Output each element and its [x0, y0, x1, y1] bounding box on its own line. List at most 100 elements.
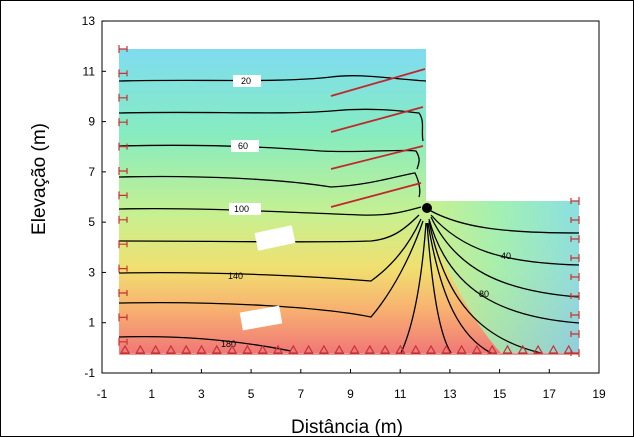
boundary-flag — [118, 313, 128, 322]
contour-line-40 — [118, 108, 424, 142]
contour-line-right-6 — [427, 222, 492, 354]
contour-label-40: 40 — [501, 251, 511, 261]
boundary-flag — [118, 45, 128, 53]
boundary-flag — [410, 344, 421, 354]
contour-line-right-4 — [428, 218, 580, 324]
contour-line-80 — [118, 172, 421, 198]
x-axis-title: Distância (m) — [291, 417, 403, 436]
boundary-flag — [272, 344, 284, 354]
contour-line-right-7 — [426, 222, 452, 354]
contour-line-20 — [118, 75, 427, 82]
boundary-flag — [288, 344, 299, 354]
x-tick-label: 9 — [347, 387, 354, 401]
boundary-flag — [471, 344, 482, 354]
boundary-flag — [380, 344, 391, 354]
contour-label-60: 60 — [238, 141, 248, 151]
boundary-flag — [119, 344, 131, 354]
y-tick-label: 9 — [88, 115, 95, 129]
y-tick-label: 7 — [88, 165, 95, 179]
x-tick-label: 7 — [297, 387, 304, 401]
boundary-flag — [441, 344, 452, 354]
contour-label-140: 140 — [228, 271, 243, 281]
boundary-flag — [570, 273, 580, 281]
y-tick-label: 11 — [83, 64, 96, 78]
boundary-flag — [334, 344, 345, 354]
contour-line-right-2 — [430, 214, 580, 266]
boundary-flag — [318, 344, 329, 354]
boundary-markers-bottom — [119, 344, 579, 355]
contour-label-180: 180 — [221, 339, 236, 349]
boundary-flag — [570, 311, 580, 319]
boundary-flag — [118, 337, 128, 346]
patch-lower — [239, 305, 283, 331]
y-tick-label: 13 — [82, 14, 96, 28]
boundary-flag — [502, 344, 513, 354]
boundary-flag — [456, 344, 467, 354]
boundary-flag — [118, 240, 128, 249]
contour-line-100 — [118, 206, 422, 216]
x-axis-ticks: -1 1 3 5 7 9 11 13 15 17 19 — [97, 369, 606, 401]
boundary-flag — [303, 344, 314, 354]
x-tick-label: -1 — [97, 387, 108, 401]
boundary-flag — [196, 344, 207, 354]
boundary-flag — [211, 344, 222, 354]
boundary-flag — [364, 344, 375, 354]
x-tick-label: 19 — [592, 387, 606, 401]
x-tick-label: 17 — [543, 387, 557, 401]
boundary-flag — [165, 344, 176, 354]
contour-line-right-1 — [430, 210, 580, 234]
boundary-markers-right — [570, 197, 580, 357]
boundary-flag — [395, 344, 406, 354]
boundary-flag — [570, 235, 580, 243]
soil-nails — [330, 68, 426, 208]
x-tick-label: 5 — [248, 387, 255, 401]
contour-line-180 — [118, 335, 292, 352]
soil-domain-right-zone — [429, 201, 579, 353]
boundary-flag — [563, 344, 574, 354]
boundary-flag — [118, 142, 128, 151]
boundary-flag — [135, 344, 146, 354]
y-tick-label: 3 — [88, 265, 95, 279]
patch-upper — [254, 225, 296, 251]
boundary-flag — [118, 69, 128, 78]
contour-label-100: 100 — [234, 204, 249, 214]
toe-marker — [422, 203, 432, 213]
boundary-flag — [349, 344, 360, 354]
boundary-flag — [570, 330, 580, 338]
x-tick-label: 15 — [493, 387, 507, 401]
soil-nail-1 — [330, 68, 426, 97]
boundary-flag — [242, 344, 253, 354]
label-patches — [239, 225, 296, 331]
boundary-flag — [118, 264, 128, 273]
y-tick-label: 1 — [88, 316, 95, 330]
contour-line-right-5 — [428, 220, 542, 354]
boundary-flag — [548, 344, 559, 354]
boundary-flag — [517, 344, 528, 354]
boundary-flag — [570, 254, 580, 262]
y-tick-label: -1 — [84, 366, 95, 380]
contour-line-right-3 — [430, 216, 580, 298]
boundary-flag — [118, 191, 128, 200]
boundary-flag — [570, 216, 580, 224]
boundary-flag — [118, 118, 128, 127]
contour-line-120 — [118, 214, 420, 243]
contour-line-140 — [118, 218, 422, 282]
x-tick-label: 11 — [394, 387, 407, 401]
boundary-flag — [227, 344, 238, 354]
y-tick-label: 5 — [88, 215, 95, 229]
boundary-flag — [257, 344, 268, 354]
x-tick-label: 1 — [148, 387, 155, 401]
contour-lines — [118, 75, 580, 354]
boundary-flag — [570, 292, 580, 300]
boundary-flag — [118, 93, 128, 102]
contour-line-right-8 — [400, 222, 427, 354]
boundary-flag — [181, 344, 192, 354]
soil-nail-2 — [330, 106, 424, 133]
contour-label-80: 80 — [479, 289, 489, 299]
x-tick-label: 3 — [198, 387, 205, 401]
boundary-markers-left — [118, 45, 128, 346]
boundary-flag — [118, 289, 128, 297]
